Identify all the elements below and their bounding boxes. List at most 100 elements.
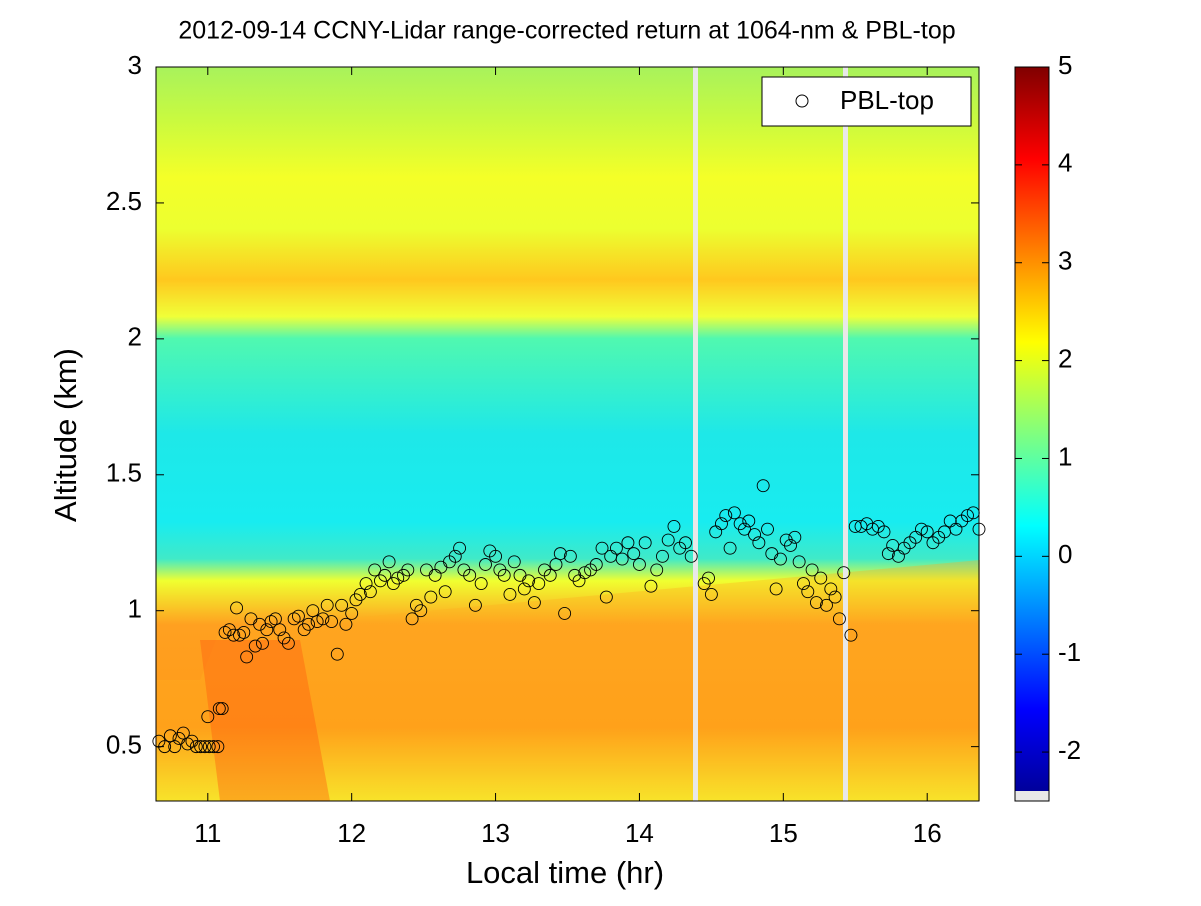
pbl-point bbox=[453, 541, 467, 555]
colorbar-frame bbox=[1014, 66, 1050, 802]
pbl-point bbox=[281, 636, 295, 650]
pbl-point bbox=[363, 585, 377, 599]
pbl-point bbox=[503, 587, 517, 601]
legend-box bbox=[761, 76, 972, 127]
pbl-point bbox=[194, 740, 208, 754]
pbl-point bbox=[359, 577, 373, 590]
pbl-point bbox=[181, 737, 195, 751]
pbl-point bbox=[966, 506, 980, 520]
pbl-point bbox=[353, 587, 367, 601]
pbl-point bbox=[489, 549, 503, 563]
y-tick-label: 0.5 bbox=[106, 730, 142, 760]
pbl-point bbox=[820, 598, 833, 612]
pbl-point bbox=[844, 628, 858, 642]
pbl-point bbox=[201, 710, 215, 724]
pbl-point bbox=[211, 740, 225, 754]
pbl-point bbox=[549, 558, 563, 571]
pbl-point bbox=[723, 541, 737, 555]
pbl-point bbox=[463, 568, 477, 582]
x-tick-label: 16 bbox=[913, 818, 942, 848]
x-tick-label: 13 bbox=[481, 818, 510, 848]
pbl-point bbox=[176, 726, 190, 740]
pbl-point bbox=[291, 609, 305, 623]
pbl-point bbox=[268, 612, 282, 626]
pbl-point bbox=[264, 615, 278, 629]
pbl-point bbox=[792, 555, 806, 569]
pbl-point bbox=[920, 525, 934, 539]
pbl-point bbox=[805, 563, 819, 577]
pbl-point bbox=[715, 517, 728, 531]
pbl-point bbox=[424, 590, 438, 604]
pbl-point bbox=[788, 530, 802, 544]
colorbar-tick-label: 5 bbox=[1058, 50, 1072, 80]
pbl-point bbox=[448, 549, 462, 563]
pbl-point bbox=[527, 596, 541, 609]
y-tick-label: 1.5 bbox=[106, 458, 142, 488]
pbl-point bbox=[609, 541, 623, 555]
x-axis-label: Local time (hr) bbox=[466, 855, 664, 890]
pbl-point bbox=[207, 740, 221, 754]
pbl-point bbox=[507, 555, 521, 569]
pbl-point bbox=[517, 582, 531, 596]
chart-title: 2012-09-14 CCNY-Lidar range-corrected re… bbox=[178, 17, 955, 45]
lidar-field bbox=[156, 67, 980, 801]
pbl-point bbox=[306, 604, 320, 618]
legend: PBL-top bbox=[761, 76, 972, 127]
pbl-point bbox=[644, 579, 658, 593]
colorbar-tick-label: 0 bbox=[1058, 539, 1072, 569]
pbl-point bbox=[273, 623, 287, 637]
pbl-point bbox=[650, 563, 664, 577]
pbl-point bbox=[877, 525, 891, 539]
pbl-point bbox=[828, 590, 842, 604]
pbl-point bbox=[227, 628, 241, 642]
y-tick-label: 2 bbox=[128, 322, 142, 352]
pbl-point bbox=[727, 506, 741, 520]
pbl-point bbox=[784, 539, 797, 552]
pbl-point bbox=[414, 604, 428, 618]
x-tick-label: 15 bbox=[769, 818, 798, 848]
pbl-point bbox=[325, 615, 338, 629]
colorbar bbox=[1015, 67, 1049, 801]
pbl-point bbox=[748, 528, 761, 542]
pbl-point bbox=[468, 598, 482, 612]
colorbar-tick-label: 2 bbox=[1058, 343, 1072, 373]
y-tick-label: 1 bbox=[128, 594, 142, 624]
pbl-point bbox=[621, 536, 635, 550]
pbl-point bbox=[684, 549, 698, 563]
colorbar-nan bbox=[1015, 791, 1049, 801]
y-tick-label: 2.5 bbox=[106, 186, 142, 216]
pbl-point bbox=[240, 650, 254, 664]
pbl-point bbox=[563, 549, 577, 563]
pbl-point bbox=[168, 740, 182, 754]
pbl-point bbox=[522, 574, 536, 588]
x-tick-label: 12 bbox=[337, 818, 366, 848]
pbl-point bbox=[632, 558, 646, 571]
pbl-point bbox=[738, 522, 751, 536]
pbl-point bbox=[401, 563, 415, 577]
pbl-point bbox=[287, 612, 301, 626]
legend-marker bbox=[795, 94, 809, 108]
pbl-point bbox=[742, 514, 756, 528]
pbl-point bbox=[702, 571, 715, 585]
pbl-point bbox=[497, 568, 511, 582]
pbl-point bbox=[391, 571, 405, 585]
y-tick-label: 3 bbox=[128, 50, 142, 80]
pbl-point bbox=[189, 740, 203, 754]
pbl-point bbox=[832, 612, 846, 626]
pbl-point bbox=[474, 577, 488, 590]
pbl-point bbox=[814, 571, 828, 585]
pbl-point bbox=[405, 612, 419, 626]
pbl-point bbox=[769, 582, 783, 596]
colorbar-tick-label: -1 bbox=[1058, 637, 1081, 667]
pbl-point bbox=[479, 558, 492, 571]
pbl-point bbox=[719, 509, 733, 523]
pbl-point bbox=[627, 547, 641, 561]
pbl-point bbox=[615, 552, 629, 566]
pbl-point bbox=[553, 547, 567, 561]
pbl-point bbox=[914, 522, 928, 536]
pbl-point bbox=[438, 585, 452, 599]
colorbar-tick-label: 4 bbox=[1058, 148, 1072, 178]
pbl-point bbox=[218, 626, 232, 639]
x-tick-label: 14 bbox=[625, 818, 654, 848]
pbl-point bbox=[589, 558, 603, 571]
